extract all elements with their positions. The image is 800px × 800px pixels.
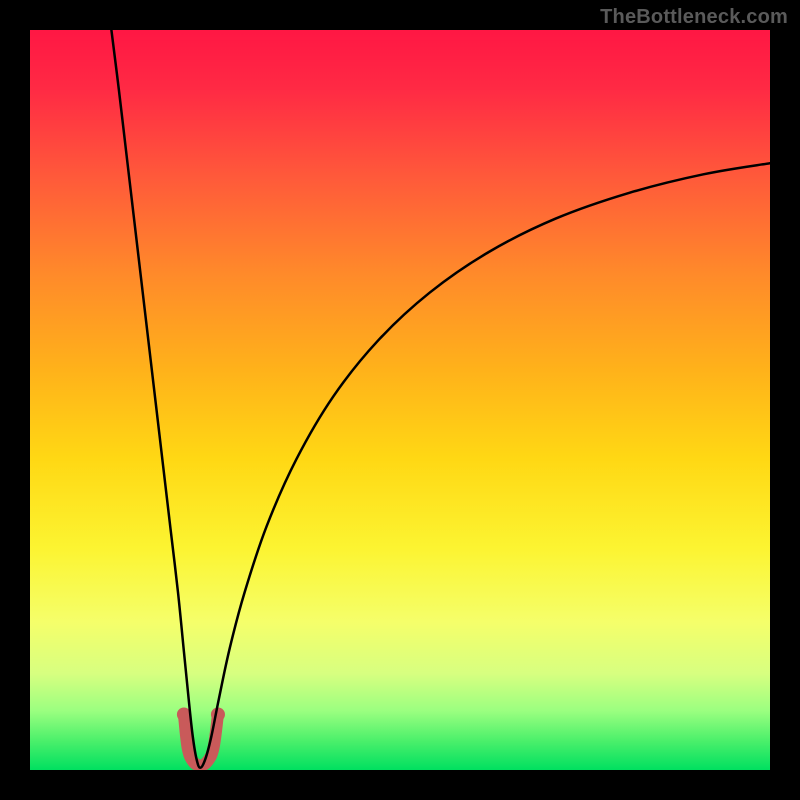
chart-frame: TheBottleneck.com (0, 0, 800, 800)
watermark-text: TheBottleneck.com (600, 6, 788, 29)
plot-area (30, 30, 770, 770)
gradient-background (30, 30, 770, 770)
